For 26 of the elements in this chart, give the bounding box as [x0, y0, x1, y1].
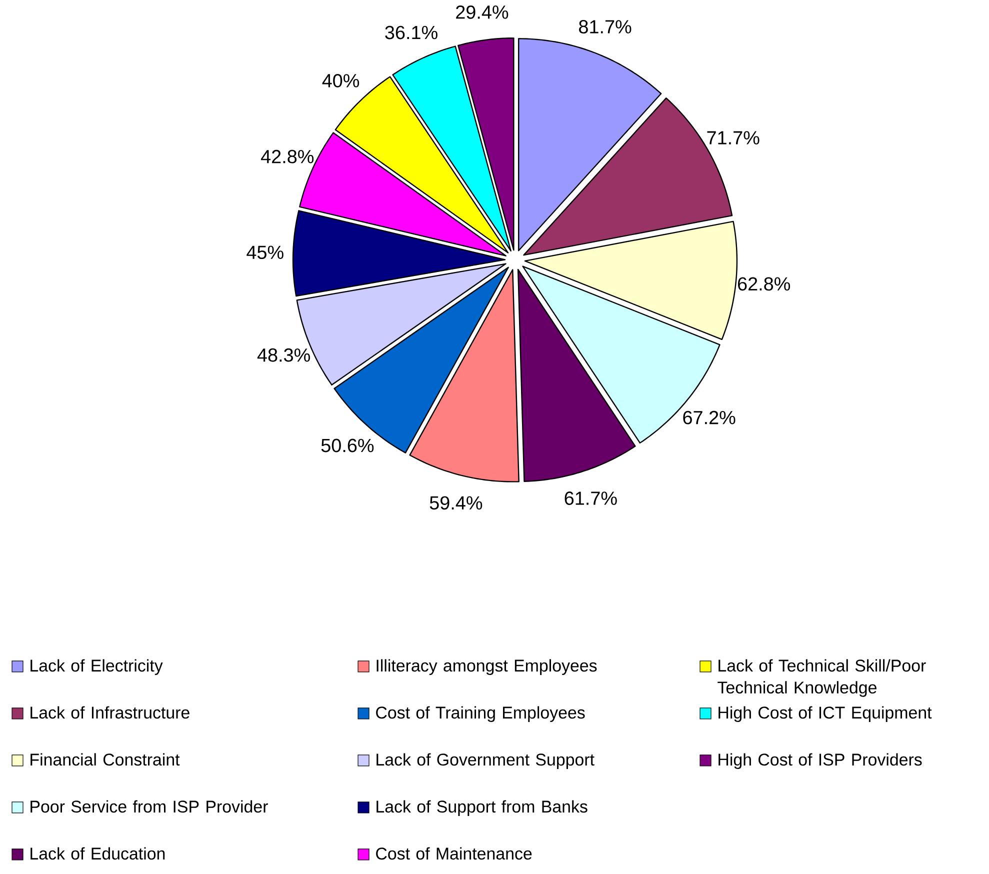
data-label: 61.7% — [564, 492, 617, 505]
data-label: 40% — [322, 74, 360, 88]
legend-label: Lack of Electricity — [30, 659, 163, 675]
legend-label: Lack of Support from Banks — [376, 800, 588, 816]
legend-label: Lack of Technical Skill/Poor Technical Knowledge — [718, 659, 926, 697]
data-label: 45% — [246, 246, 284, 260]
legend-label: Poor Service from ISP Provider — [30, 800, 268, 813]
data-label: 42.8% — [260, 150, 314, 164]
data-label: 67.2% — [683, 410, 736, 424]
data-label: 29.4% — [456, 5, 508, 19]
legend-label: Lack of Government Support — [376, 753, 594, 769]
legend-label: Financial Constraint — [30, 753, 180, 766]
data-label: 48.3% — [257, 348, 310, 362]
data-label: 62.8% — [738, 277, 790, 291]
legend-label: Cost of Maintenance — [376, 847, 532, 860]
data-label: 81.7% — [579, 20, 632, 34]
legend-label: High Cost of ISP Providers — [718, 753, 922, 769]
legend-label: Cost of Training Employees — [376, 706, 585, 722]
legend-label: Illiteracy amongst Employees — [376, 659, 597, 675]
legend-label: Lack of Education — [30, 847, 165, 860]
data-label: 50.6% — [321, 438, 374, 452]
data-label: 59.4% — [430, 496, 482, 510]
legend-label: High Cost of ICT Equipment — [718, 706, 932, 722]
legend-label: Lack of Infrastructure — [30, 706, 190, 719]
data-label: 71.7% — [707, 131, 760, 144]
data-label: 36.1% — [385, 26, 438, 40]
